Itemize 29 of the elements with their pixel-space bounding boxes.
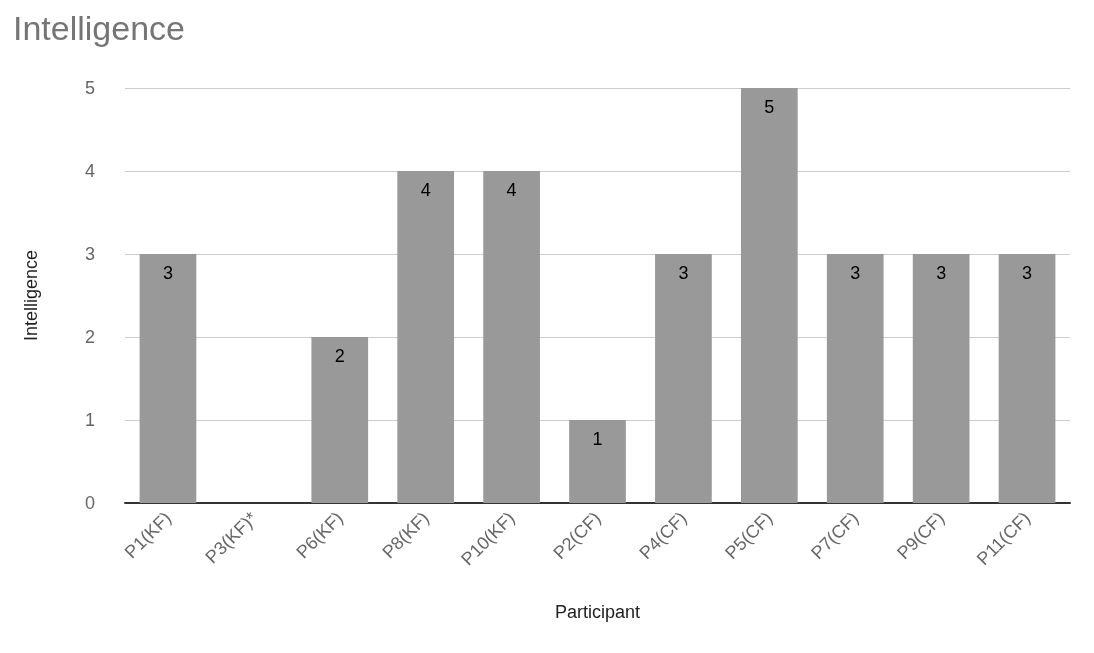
bar (740, 88, 798, 503)
data-label: 5 (764, 97, 775, 117)
y-tick-label: 1 (84, 410, 95, 430)
y-tick-label: 3 (84, 244, 95, 264)
chart-title: Intelligence (13, 9, 186, 47)
y-tick-label: 4 (84, 161, 95, 181)
data-label: 1 (592, 429, 603, 449)
data-label: 3 (936, 263, 947, 283)
data-label: 3 (850, 263, 861, 283)
data-label: 3 (1022, 263, 1033, 283)
bar (569, 420, 626, 503)
bar (826, 254, 884, 503)
bar (139, 254, 197, 503)
y-tick-label: 5 (84, 78, 95, 98)
bar (912, 254, 970, 503)
y-axis-title: Intelligence (21, 249, 41, 342)
bar (998, 254, 1056, 503)
y-tick-label: 0 (84, 493, 95, 513)
data-label: 3 (162, 263, 173, 283)
bar (397, 171, 455, 503)
data-label: 2 (334, 346, 345, 366)
x-axis-title: Participant (554, 602, 641, 622)
data-label: 4 (506, 180, 517, 200)
bar (483, 171, 540, 503)
bar (655, 254, 712, 503)
data-label: 3 (678, 263, 689, 283)
bar (311, 337, 369, 503)
data-label: 4 (420, 180, 431, 200)
y-tick-label: 2 (84, 327, 95, 347)
